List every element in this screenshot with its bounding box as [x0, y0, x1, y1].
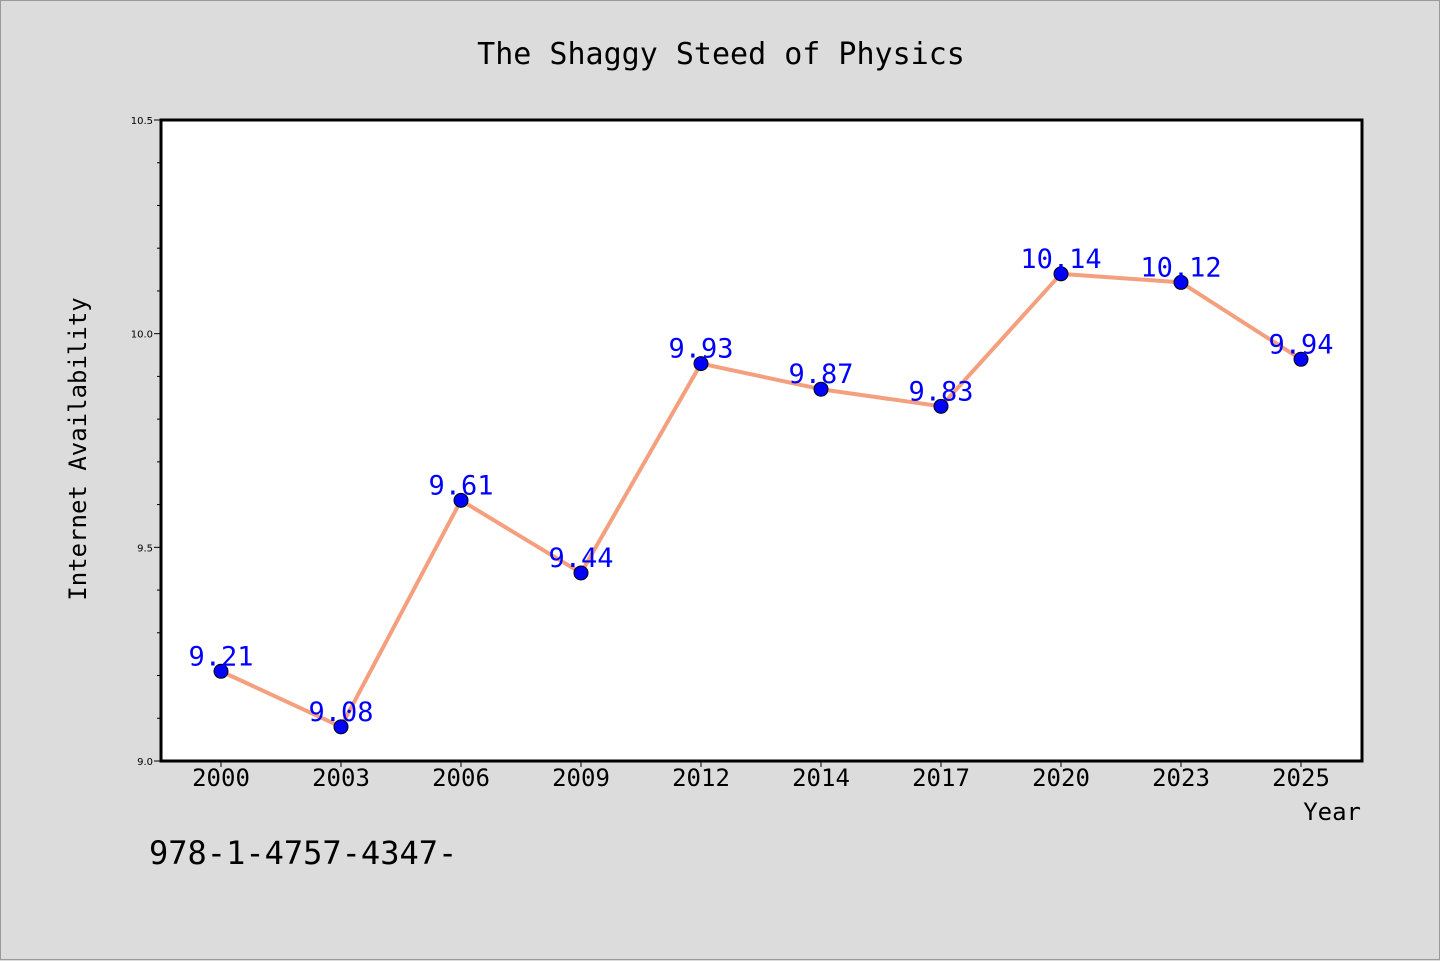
data-label: 9.21: [188, 641, 253, 672]
y-tick-label: 10.5: [131, 116, 153, 127]
x-tick-label: 2014: [792, 764, 850, 792]
x-axis-label: Year: [1303, 798, 1361, 826]
series-line-segment: [339, 498, 463, 729]
data-label: 9.94: [1268, 329, 1333, 360]
x-tick-label: 2012: [672, 764, 730, 792]
data-point-marker: [453, 492, 469, 508]
y-tick-label: 10.0: [131, 330, 153, 341]
data-point-marker: [1053, 266, 1069, 282]
x-tick-label: 2006: [432, 764, 490, 792]
x-tick-label: 2009: [552, 764, 610, 792]
data-point-marker: [1173, 274, 1189, 290]
x-tick-label: 2025: [1272, 764, 1330, 792]
data-label: 9.87: [788, 359, 853, 390]
data-label: 9.44: [548, 543, 613, 574]
x-tick-label: 2017: [912, 764, 970, 792]
x-tick-label: 2003: [312, 764, 370, 792]
data-label: 9.93: [668, 334, 733, 365]
series-line-segment: [219, 669, 343, 729]
y-axis-label: Internet Availability: [64, 297, 92, 600]
x-tick-label: 2020: [1032, 764, 1090, 792]
data-point-marker: [933, 398, 949, 414]
data-point-marker: [1293, 351, 1309, 367]
series-line-segment: [579, 361, 703, 575]
data-point-marker: [693, 356, 709, 372]
series-line-segment: [819, 387, 943, 409]
data-label: 10.12: [1140, 252, 1221, 283]
series-line-segment: [699, 361, 823, 392]
x-tick-label: 2023: [1152, 764, 1210, 792]
axis-ticks: 9.0 9.5 10.0 10.5 2000 2003 2006 2009 2012 2014 20…: [131, 116, 1330, 792]
plot-area: [159, 118, 1364, 763]
data-label: 9.08: [308, 697, 373, 728]
y-tick-label: 9.0: [137, 757, 153, 768]
data-label: 9.83: [908, 376, 973, 407]
series-line-segment: [1179, 280, 1303, 362]
isbn-text: 978-1-4757-4347-: [149, 834, 457, 872]
data-point-marker: [573, 565, 589, 581]
series-line-segment: [939, 271, 1063, 409]
data-series: 9.21 9.08 9.61 9.44 9.93 9.87 9.83 10.14 10.12 9.…: [188, 244, 1334, 735]
data-label: 10.14: [1020, 244, 1101, 275]
y-tick-label: 9.5: [137, 543, 153, 554]
series-line-segment: [459, 498, 583, 575]
data-label: 9.61: [428, 470, 493, 501]
data-point-marker: [813, 381, 829, 397]
series-line-segment: [1059, 271, 1183, 285]
data-point-marker: [333, 719, 349, 735]
chart-title: The Shaggy Steed of Physics: [477, 37, 965, 72]
x-tick-label: 2000: [192, 764, 250, 792]
data-point-marker: [213, 663, 229, 679]
